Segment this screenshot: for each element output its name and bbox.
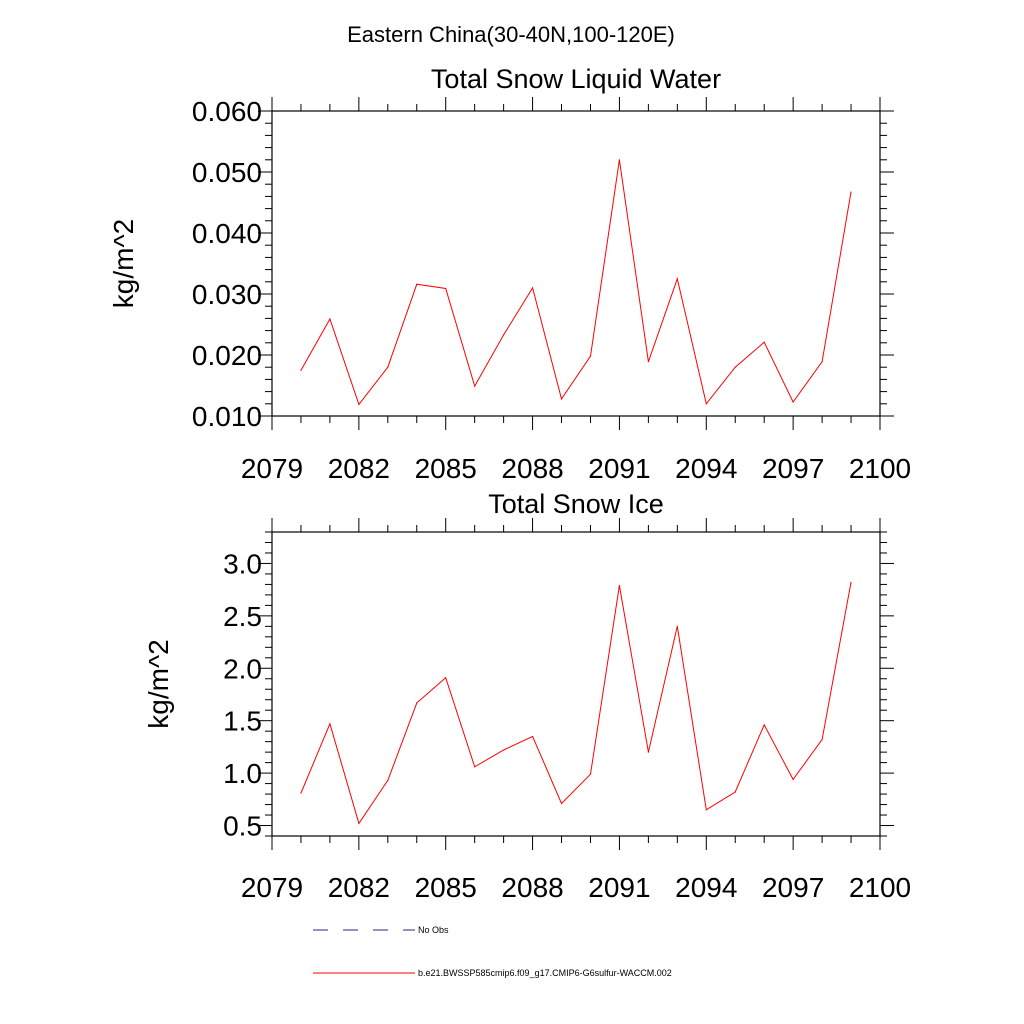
data-point [474, 385, 476, 387]
y-tick-label: 2.5 [223, 601, 262, 632]
x-tick-label: 2082 [328, 872, 390, 903]
y-tick-label: 1.5 [223, 706, 262, 737]
x-tick-label: 2094 [675, 872, 737, 903]
data-point [647, 361, 649, 363]
x-tick-label: 2079 [241, 453, 303, 484]
x-tick-label: 2085 [415, 872, 477, 903]
data-point [358, 822, 360, 825]
y-tick-label: 2.0 [223, 653, 262, 684]
data-point [792, 401, 794, 403]
data-point [589, 355, 592, 357]
figure-title: Eastern China(30-40N,100-120E) [347, 22, 675, 47]
data-point [589, 773, 592, 775]
data-point [763, 724, 765, 726]
data-point [358, 403, 360, 406]
y-tick-label: 0.020 [192, 340, 262, 371]
data-point [676, 278, 678, 280]
data-point [531, 735, 534, 738]
data-point [850, 581, 852, 583]
plot-title: Total Snow Ice [488, 489, 664, 519]
data-point [329, 318, 331, 320]
data-point [503, 334, 505, 336]
x-tick-label: 2094 [675, 453, 737, 484]
data-point [705, 809, 707, 811]
data-point [560, 398, 563, 400]
y-tick-label: 0.5 [223, 811, 262, 842]
y-tick-label: 0.060 [192, 96, 262, 127]
data-point [445, 677, 447, 679]
series-line [300, 159, 852, 406]
data-point [416, 283, 418, 285]
series-line [300, 582, 852, 825]
x-tick-label: 2097 [762, 872, 824, 903]
legend-label-1: b.e21.BWSSP585cmip6.f09_g17.CMIP6-G6sulf… [418, 968, 672, 978]
data-point [705, 403, 707, 405]
y-tick-label: 0.030 [192, 279, 262, 310]
data-point [821, 738, 823, 741]
x-tick-label: 2100 [849, 872, 911, 903]
data-point [300, 792, 302, 794]
data-point [850, 191, 852, 193]
data-point [474, 766, 476, 768]
x-tick-label: 2091 [588, 453, 650, 484]
panel-snow-ice: Total Snow Ice kg/m^2 2079 2082 2085 2088 2091… [143, 489, 911, 903]
data-point [560, 802, 563, 805]
x-tick-label: 2079 [241, 872, 303, 903]
data-point [503, 749, 505, 751]
y-tick-label: 0.050 [192, 157, 262, 188]
data-point [387, 366, 389, 368]
panel-snow-liquid-water: Total Snow Liquid Water kg/m^2 2079 2082 208… [108, 64, 911, 484]
y-tick-label: 0.010 [192, 401, 262, 432]
data-point [445, 287, 447, 290]
x-tick-label: 2082 [328, 453, 390, 484]
data-point [734, 791, 736, 793]
data-point [792, 778, 794, 780]
data-point [676, 625, 678, 627]
data-point [618, 159, 621, 161]
y-tick-label: 3.0 [223, 548, 262, 579]
y-tick-label: 1.0 [223, 758, 262, 789]
data-point [647, 751, 649, 753]
legend: No Obs b.e21.BWSSP585cmip6.f09_g17.CMIP6-… [313, 925, 672, 978]
data-point [329, 723, 331, 725]
x-tick-label: 2100 [849, 453, 911, 484]
legend-label-0: No Obs [418, 925, 449, 935]
y-axis-label: kg/m^2 [108, 219, 139, 308]
data-point [300, 369, 302, 371]
data-point [387, 779, 389, 782]
x-tick-label: 2088 [501, 453, 563, 484]
data-point [416, 702, 418, 704]
data-point [618, 584, 621, 587]
data-point [821, 361, 823, 363]
x-tick-label: 2085 [415, 453, 477, 484]
x-tick-label: 2097 [762, 453, 824, 484]
plot-frame [271, 110, 881, 417]
x-tick-label: 2091 [588, 872, 650, 903]
x-tick-label: 2088 [501, 872, 563, 903]
y-tick-label: 0.040 [192, 218, 262, 249]
y-axis-label: kg/m^2 [143, 639, 174, 728]
data-point [531, 287, 534, 289]
plot-title: Total Snow Liquid Water [431, 64, 721, 94]
plot-frame [271, 531, 881, 837]
data-point [734, 366, 736, 368]
data-point [763, 341, 765, 343]
